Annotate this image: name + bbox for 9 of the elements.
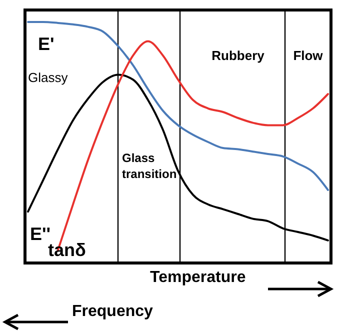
annotation: Flow: [293, 48, 324, 63]
annotation: Glass transition: [122, 151, 177, 181]
x-axis-title: Temperature: [150, 269, 246, 286]
text: Frequency: [72, 303, 154, 320]
series-label: E': [38, 34, 54, 54]
series-label: E'': [30, 224, 51, 244]
annotation: Rubbery: [212, 48, 266, 63]
annotation: Glassy: [28, 70, 68, 85]
series-label: tanδ: [48, 240, 86, 260]
